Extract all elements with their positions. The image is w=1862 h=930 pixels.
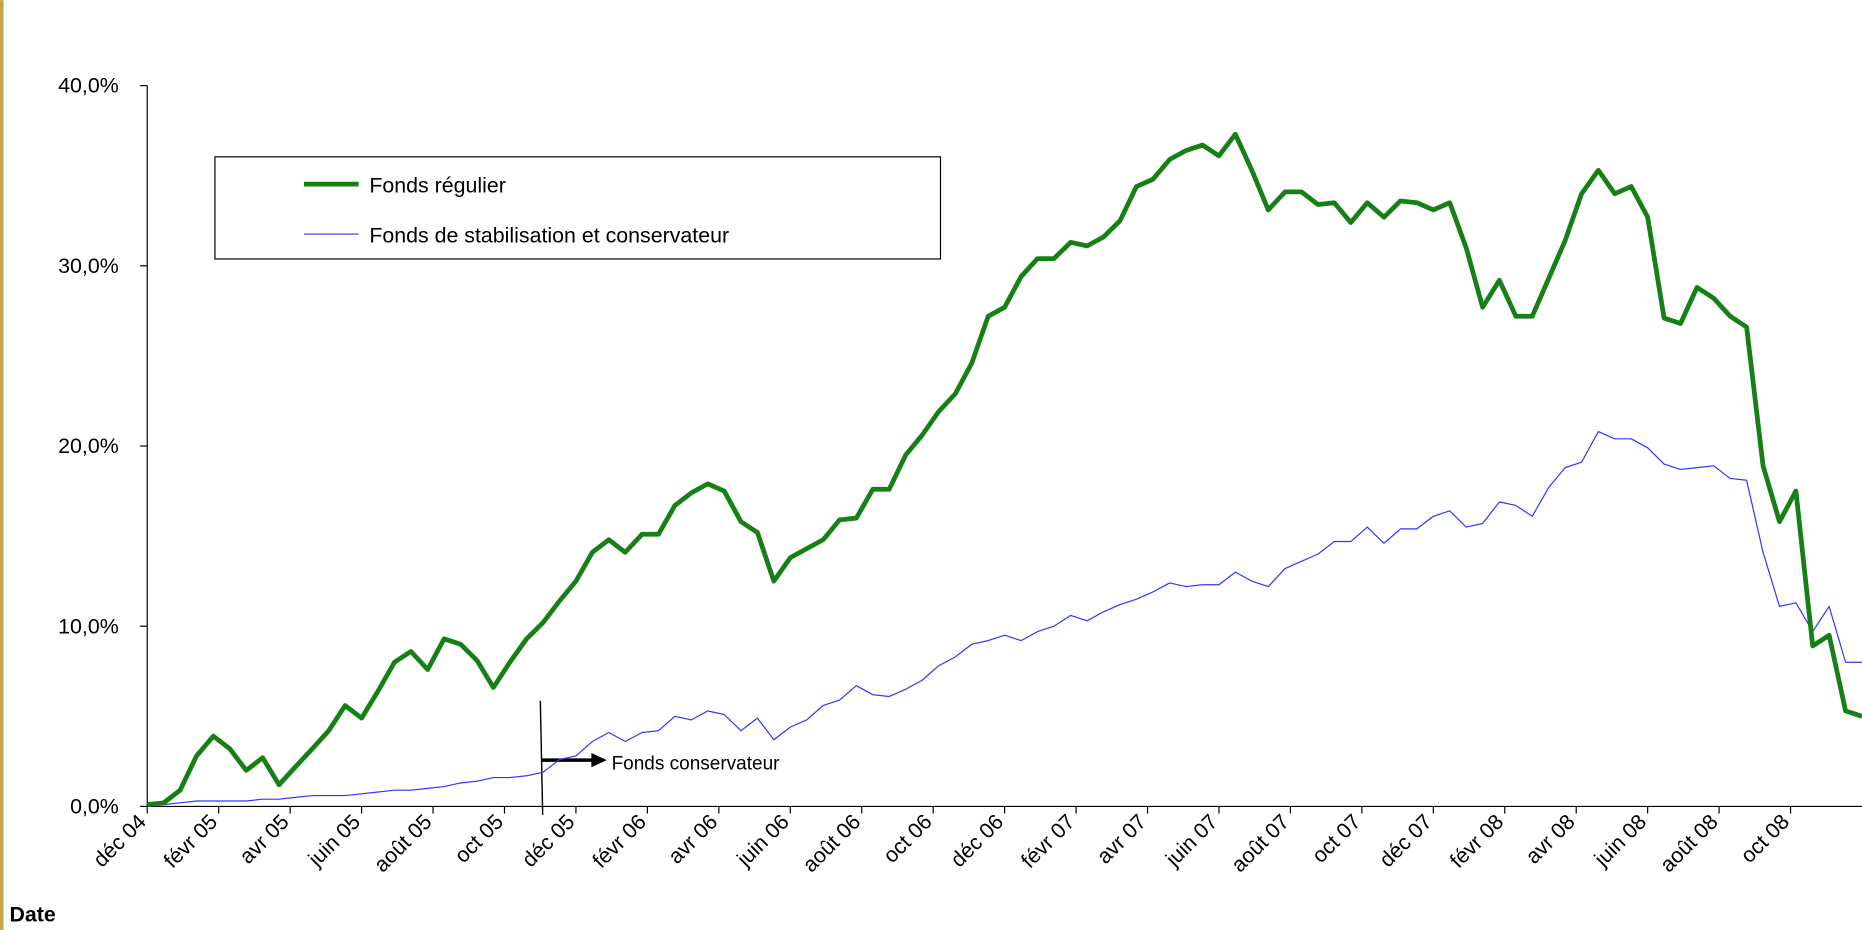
x-tick-label: févr 07: [1016, 810, 1079, 873]
x-tick-label: juin 05: [303, 810, 365, 872]
x-tick-label: avr 08: [1521, 810, 1580, 869]
x-tick-label: juin 08: [1589, 810, 1651, 872]
x-tick-label: déc 06: [946, 810, 1008, 872]
x-tick-label: août 07: [1227, 810, 1294, 877]
x-tick-label: déc 04: [88, 810, 150, 872]
legend-box: [214, 156, 942, 260]
x-tick-label: oct 05: [450, 810, 508, 868]
y-tick-label: 0,0%: [70, 795, 119, 819]
annotation-arrowhead: [591, 752, 607, 768]
series-line: [146, 131, 1862, 807]
x-tick-label: juin 07: [1160, 810, 1222, 872]
x-tick-label: déc 05: [517, 810, 579, 872]
y-tick-label: 10,0%: [58, 614, 119, 638]
x-tick-label: déc 07: [1375, 810, 1437, 872]
x-tick-label: juin 06: [732, 810, 794, 872]
x-tick-label: avr 05: [235, 810, 294, 869]
x-tick-label: oct 07: [1307, 810, 1365, 868]
y-tick-label: 30,0%: [58, 254, 119, 278]
x-tick-label: févr 08: [1445, 810, 1508, 873]
y-tick-label: 20,0%: [58, 434, 119, 458]
x-tick-label: févr 05: [159, 810, 222, 873]
x-tick-label: févr 06: [588, 810, 651, 873]
legend-label: Fonds régulier: [369, 173, 506, 197]
y-tick-label: 40,0%: [58, 74, 119, 98]
x-tick-label: oct 08: [1736, 810, 1794, 868]
legend-label: Fonds de stabilisation et conservateur: [369, 223, 729, 247]
x-tick-label: août 06: [798, 810, 865, 877]
annotation: Fonds conservateur: [612, 754, 781, 775]
series-line: [147, 430, 1862, 807]
x-tick-label: oct 06: [879, 810, 937, 868]
annotation-line: [539, 700, 544, 815]
x-tick-label: août 08: [1655, 810, 1722, 877]
x-axis-title: Date: [10, 903, 56, 927]
x-tick-label: avr 07: [1092, 810, 1151, 869]
x-tick-label: août 05: [369, 810, 436, 877]
x-tick-label: avr 06: [663, 810, 722, 869]
